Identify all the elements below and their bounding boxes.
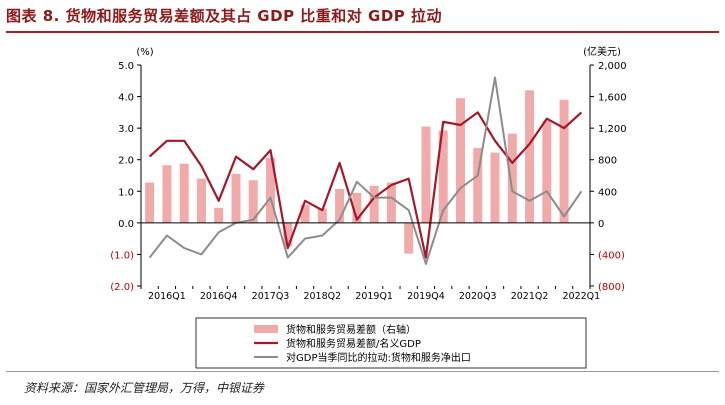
- right-tick-label: 0: [598, 219, 604, 230]
- trade-balance-bar: [300, 204, 310, 223]
- trade-balance-bar: [490, 152, 500, 223]
- source-note: 资料来源：国家外汇管理局，万得，中银证券: [24, 381, 265, 395]
- x-tick-label: 2022Q1: [563, 291, 601, 302]
- trade-balance-bar: [145, 182, 155, 223]
- left-tick-label: 5.0: [118, 61, 134, 72]
- left-tick-label: 4.0: [118, 93, 134, 104]
- x-tick-label: 2020Q3: [459, 291, 497, 302]
- trade-balance-bar: [214, 207, 224, 223]
- x-tick-label: 2018Q2: [303, 291, 341, 302]
- trade-balance-chart: (%) (亿美元) 5.0 4.0 3.0 2.0 1.0 0.0 (1.0) (2.0) 2,00…: [110, 45, 627, 369]
- legend-label: 对GDP当季同比的拉动:货物和服务净出口: [286, 351, 471, 364]
- left-tick-label: (2.0): [110, 282, 134, 293]
- source-divider: [6, 371, 719, 372]
- right-tick-label: 800: [598, 156, 617, 167]
- trade-balance-bar: [248, 180, 258, 223]
- axes: (%) (亿美元) 5.0 4.0 3.0 2.0 1.0 0.0 (1.0) (2.0) 2,00…: [110, 45, 626, 302]
- line-series: [148, 76, 583, 265]
- chart-title: 图表 8. 货物和服务贸易差额及其占 GDP 比重和对 GDP 拉动: [6, 7, 442, 25]
- trade-balance-bar: [559, 99, 569, 223]
- left-tick-label: (1.0): [110, 250, 134, 261]
- trade-balance-bar: [352, 192, 362, 223]
- left-tick-label: 2.0: [118, 156, 134, 167]
- bar-series: [145, 90, 569, 254]
- trade-balance-bar: [507, 133, 517, 223]
- x-tick-label: 2019Q1: [355, 291, 393, 302]
- trade-balance-bar: [162, 165, 172, 223]
- trade-balance-bar: [525, 90, 535, 223]
- right-tick-label: 1,600: [598, 93, 627, 104]
- x-tick-label: 2016Q1: [148, 291, 186, 302]
- trade-balance-bar: [386, 182, 396, 223]
- trade-balance-bar: [317, 208, 327, 223]
- trade-balance-bar: [231, 173, 241, 223]
- left-axis-unit: (%): [136, 47, 153, 58]
- trade-balance-bar: [335, 188, 345, 223]
- trade-balance-bar: [473, 147, 483, 223]
- x-tick-label: 2016Q4: [200, 291, 238, 302]
- right-tick-label: (800): [598, 282, 625, 293]
- trade-balance-bar: [421, 126, 431, 223]
- right-axis-unit: (亿美元): [583, 45, 621, 58]
- x-tick-label: 2017Q3: [252, 291, 290, 302]
- title-divider: [6, 31, 719, 33]
- trade-balance-bar: [179, 163, 189, 223]
- right-tick-label: (400): [598, 250, 625, 261]
- trade-balance-bar: [455, 98, 465, 223]
- x-tick-label: 2021Q2: [511, 291, 549, 302]
- left-tick-label: 3.0: [118, 124, 134, 135]
- trade-balance-bar: [369, 185, 379, 223]
- net-export-contribution-line: [148, 76, 583, 265]
- x-tick-label: 2019Q4: [407, 291, 445, 302]
- balance-to-gdp-line: [148, 111, 583, 259]
- trade-balance-bar: [196, 178, 206, 223]
- trade-balance-bar: [542, 121, 552, 223]
- trade-balance-bar: [438, 130, 448, 223]
- trade-balance-bar: [404, 222, 414, 254]
- legend-swatch-bar: [254, 325, 278, 333]
- right-tick-label: 2,000: [598, 61, 627, 72]
- left-tick-label: 0.0: [118, 219, 134, 230]
- right-tick-label: 1,200: [598, 124, 627, 135]
- trade-balance-bar: [266, 158, 276, 223]
- legend-label: 货物和服务贸易差额（右轴）: [286, 323, 416, 336]
- legend-label: 货物和服务贸易差额/名义GDP: [286, 337, 421, 350]
- right-tick-label: 400: [598, 187, 617, 198]
- left-tick-label: 1.0: [118, 187, 134, 198]
- legend: 货物和服务贸易差额（右轴）货物和服务贸易差额/名义GDP对GDP当季同比的拉动:…: [195, 317, 587, 369]
- trade-balance-bar: [283, 222, 293, 247]
